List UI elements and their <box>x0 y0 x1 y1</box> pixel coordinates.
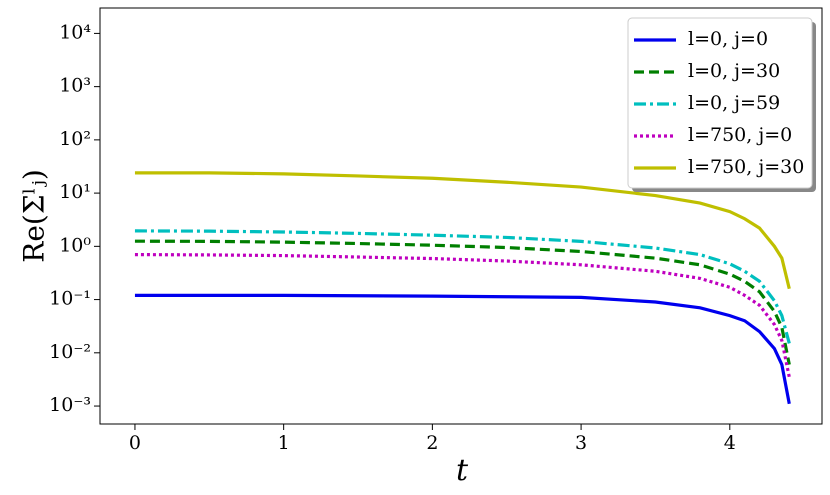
legend-label: l=0, j=59 <box>688 92 780 114</box>
series-line <box>134 239 791 365</box>
series-line <box>134 171 791 290</box>
series-line <box>134 293 791 405</box>
y-axis-label: Re(Σˡⱼ) <box>18 169 51 263</box>
y-tick-label: 10⁴ <box>59 21 91 43</box>
plot-frame <box>99 7 823 425</box>
y-tick-label: 10³ <box>59 75 91 97</box>
x-tick-label: 0 <box>129 432 141 454</box>
y-tick-label: 10⁻³ <box>49 394 91 416</box>
legend-label: l=750, j=30 <box>688 156 804 178</box>
x-tick-label: 2 <box>426 432 438 454</box>
y-tick-label: 10² <box>59 128 91 150</box>
legend-label: l=750, j=0 <box>688 124 792 146</box>
x-tick-label: 1 <box>278 432 290 454</box>
y-tick-label: 10⁻² <box>49 341 91 363</box>
x-tick-label: 3 <box>575 432 587 454</box>
legend-label: l=0, j=0 <box>688 28 768 50</box>
x-axis-label: t <box>456 453 469 488</box>
x-tick-label: 4 <box>724 432 736 454</box>
series-line <box>134 229 791 344</box>
y-tick-label: 10¹ <box>59 181 91 203</box>
series-line <box>134 252 791 378</box>
legend <box>627 17 813 189</box>
y-tick-label: 10⁻¹ <box>49 288 91 310</box>
legend-label: l=0, j=30 <box>688 60 780 82</box>
y-tick-label: 10⁰ <box>59 234 91 256</box>
